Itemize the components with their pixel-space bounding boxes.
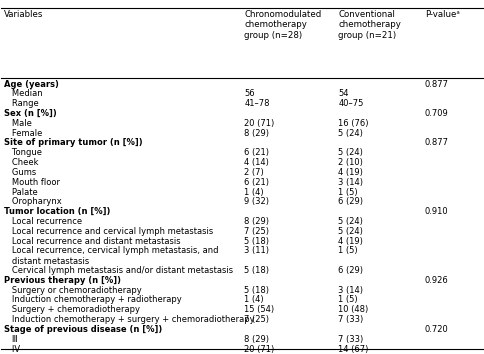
Text: Surgery + chemoradiotherapy: Surgery + chemoradiotherapy — [4, 305, 140, 314]
Text: Gums: Gums — [4, 168, 36, 177]
Text: Cheek: Cheek — [4, 158, 38, 167]
Text: 8 (29): 8 (29) — [244, 335, 270, 344]
Text: 1 (5): 1 (5) — [338, 296, 358, 304]
Text: 0.720: 0.720 — [425, 325, 449, 334]
Text: 8 (29): 8 (29) — [244, 129, 270, 138]
Text: Mouth floor: Mouth floor — [4, 178, 60, 187]
Text: 41–78: 41–78 — [244, 99, 270, 108]
Text: 10 (48): 10 (48) — [338, 305, 368, 314]
Text: 9 (32): 9 (32) — [244, 197, 270, 206]
Text: 5 (24): 5 (24) — [338, 148, 363, 157]
Text: Chronomodulated
chemotherapy
group (n=28): Chronomodulated chemotherapy group (n=28… — [244, 10, 322, 40]
Text: P-valueᵃ: P-valueᵃ — [425, 10, 460, 19]
Text: 3 (14): 3 (14) — [338, 286, 363, 295]
Text: 5 (24): 5 (24) — [338, 217, 363, 226]
Text: 40–75: 40–75 — [338, 99, 363, 108]
Text: 5 (24): 5 (24) — [338, 129, 363, 138]
Text: 2 (10): 2 (10) — [338, 158, 363, 167]
Text: Tongue: Tongue — [4, 148, 42, 157]
Text: 1 (5): 1 (5) — [338, 246, 358, 255]
Text: 2 (7): 2 (7) — [244, 168, 264, 177]
Text: Surgery or chemoradiotherapy: Surgery or chemoradiotherapy — [4, 286, 141, 295]
Text: Oropharynx: Oropharynx — [4, 197, 61, 206]
Text: 6 (21): 6 (21) — [244, 178, 270, 187]
Text: 4 (14): 4 (14) — [244, 158, 269, 167]
Text: 0.709: 0.709 — [425, 109, 449, 118]
Text: Site of primary tumor (n [%]): Site of primary tumor (n [%]) — [4, 138, 142, 148]
Text: Female: Female — [4, 129, 42, 138]
Text: 4 (19): 4 (19) — [338, 236, 363, 246]
Text: Age (years): Age (years) — [4, 80, 59, 88]
Text: Palate: Palate — [4, 188, 38, 196]
Text: Local recurrence: Local recurrence — [4, 217, 82, 226]
Text: Induction chemotherapy + surgery + chemoradiotherapy: Induction chemotherapy + surgery + chemo… — [4, 315, 255, 324]
Text: 8 (29): 8 (29) — [244, 217, 270, 226]
Text: Tumor location (n [%]): Tumor location (n [%]) — [4, 207, 110, 216]
Text: Male: Male — [4, 119, 31, 128]
Text: 20 (71): 20 (71) — [244, 344, 274, 354]
Text: Induction chemotherapy + radiotherapy: Induction chemotherapy + radiotherapy — [4, 296, 182, 304]
Text: 6 (29): 6 (29) — [338, 266, 363, 275]
Text: Local recurrence and cervical lymph metastasis: Local recurrence and cervical lymph meta… — [4, 227, 213, 236]
Text: 0.877: 0.877 — [425, 138, 449, 148]
Text: 3 (14): 3 (14) — [338, 178, 363, 187]
Text: 5 (24): 5 (24) — [338, 227, 363, 236]
Text: 7 (33): 7 (33) — [338, 315, 363, 324]
Text: IV: IV — [4, 344, 20, 354]
Text: 4 (19): 4 (19) — [338, 168, 363, 177]
Text: 7 (25): 7 (25) — [244, 315, 270, 324]
Text: 20 (71): 20 (71) — [244, 119, 274, 128]
Text: 5 (18): 5 (18) — [244, 286, 270, 295]
Text: 5 (18): 5 (18) — [244, 236, 270, 246]
Text: 54: 54 — [338, 89, 349, 98]
Text: 1 (4): 1 (4) — [244, 296, 264, 304]
Text: Conventional
chemotherapy
group (n=21): Conventional chemotherapy group (n=21) — [338, 10, 401, 40]
Text: 7 (25): 7 (25) — [244, 227, 270, 236]
Text: 7 (33): 7 (33) — [338, 335, 363, 344]
Text: 0.926: 0.926 — [425, 276, 449, 285]
Text: 56: 56 — [244, 89, 255, 98]
Text: 1 (4): 1 (4) — [244, 188, 264, 196]
Text: Previous therapy (n [%]): Previous therapy (n [%]) — [4, 276, 121, 285]
Text: Ⅲ: Ⅲ — [4, 335, 17, 344]
Text: 5 (18): 5 (18) — [244, 266, 270, 275]
Text: Cervical lymph metastasis and/or distant metastasis: Cervical lymph metastasis and/or distant… — [4, 266, 233, 275]
Text: Range: Range — [4, 99, 39, 108]
Text: 3 (11): 3 (11) — [244, 246, 270, 255]
Text: 6 (21): 6 (21) — [244, 148, 270, 157]
Text: 14 (67): 14 (67) — [338, 344, 369, 354]
Text: 15 (54): 15 (54) — [244, 305, 274, 314]
Text: 0.877: 0.877 — [425, 80, 449, 88]
Text: Variables: Variables — [4, 10, 43, 19]
Text: Local recurrence and distant metastasis: Local recurrence and distant metastasis — [4, 236, 181, 246]
Text: Local recurrence, cervical lymph metastasis, and
   distant metastasis: Local recurrence, cervical lymph metasta… — [4, 246, 218, 266]
Text: 16 (76): 16 (76) — [338, 119, 369, 128]
Text: 6 (29): 6 (29) — [338, 197, 363, 206]
Text: 1 (5): 1 (5) — [338, 188, 358, 196]
Text: Stage of previous disease (n [%]): Stage of previous disease (n [%]) — [4, 325, 162, 334]
Text: Median: Median — [4, 89, 43, 98]
Text: 0.910: 0.910 — [425, 207, 449, 216]
Text: Sex (n [%]): Sex (n [%]) — [4, 109, 57, 118]
